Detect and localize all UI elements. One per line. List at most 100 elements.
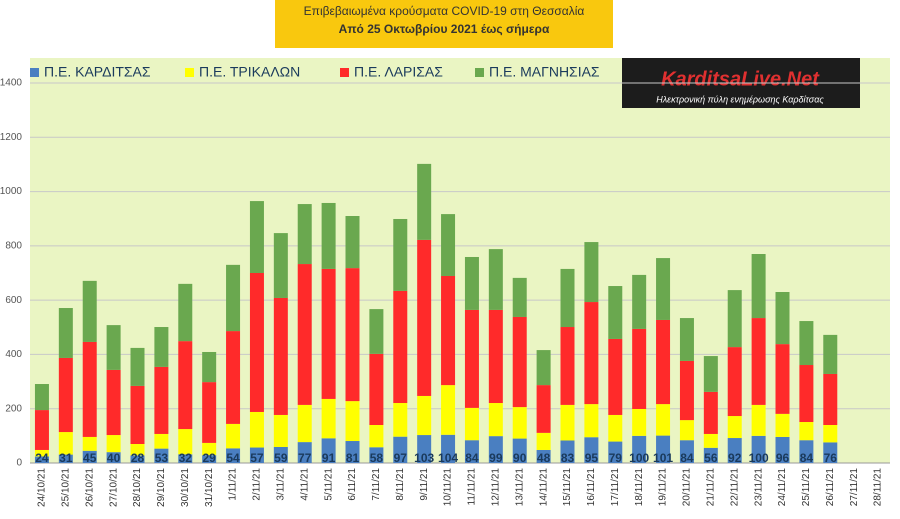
bar-segment [775, 436, 790, 463]
bar-segment [345, 401, 360, 442]
bar-segment [369, 425, 384, 448]
bar-segment [345, 268, 360, 402]
data-label: 84 [800, 451, 814, 465]
bar-segment [202, 351, 217, 383]
bar-segment [608, 414, 623, 442]
bar-segment [679, 420, 694, 441]
x-tick-label: 8/11/21 [395, 468, 406, 501]
data-label: 29 [202, 451, 216, 465]
bar-segment [226, 423, 241, 449]
bar-segment [584, 242, 599, 303]
bar-segment [703, 433, 718, 448]
bar-segment [441, 275, 456, 386]
bar-segment [273, 297, 288, 415]
bar-segment [249, 411, 264, 448]
bar-segment [417, 163, 432, 240]
bar-segment [297, 404, 312, 443]
bar-segment [417, 435, 432, 463]
x-tick-label: 29/10/21 [156, 468, 167, 507]
x-tick-label: 10/11/21 [443, 468, 454, 507]
x-tick-label: 4/11/21 [299, 468, 310, 501]
x-tick-label: 17/11/21 [610, 468, 621, 507]
y-tick-label: 400 [5, 349, 22, 360]
bar-segment [632, 274, 647, 329]
plot-area [30, 58, 890, 463]
logo-title: KarditsaLive.Net [661, 68, 820, 90]
bar-segment [321, 438, 336, 463]
x-tick-label: 28/11/21 [873, 468, 884, 507]
bar-segment [130, 385, 145, 444]
data-label: 77 [298, 451, 312, 465]
bar-segment [441, 385, 456, 435]
bar-segment [512, 316, 527, 408]
bar-segment [82, 280, 97, 342]
legend-label: Π.Ε. ΚΑΡΔΙΤΣΑΣ [44, 64, 151, 80]
bar-segment [536, 432, 551, 450]
bar-segment [106, 452, 121, 463]
y-tick-label: 600 [5, 295, 22, 306]
bar-segment [799, 422, 814, 441]
bar-segment [178, 341, 193, 430]
bar-segment [488, 249, 503, 310]
bar-segment [154, 433, 169, 449]
bar-segment [273, 233, 288, 298]
bar-segment [58, 357, 73, 433]
bar-segment [751, 318, 766, 405]
bar-segment [703, 356, 718, 392]
bar-segment [58, 454, 73, 463]
bar-segment [536, 449, 551, 463]
bar-segment [512, 277, 527, 317]
bar-segment [249, 447, 264, 463]
bar-segment [130, 444, 145, 456]
x-tick-label: 2/11/21 [252, 468, 263, 501]
bar-segment [584, 302, 599, 405]
bar-segment [441, 214, 456, 276]
bar-segment [560, 404, 575, 441]
y-tick-label: 1200 [0, 132, 22, 143]
x-tick-label: 26/11/21 [825, 468, 836, 507]
bar-segment [632, 328, 647, 409]
bar-segment [58, 308, 73, 358]
bar-segment [154, 327, 169, 367]
x-tick-label: 22/11/21 [729, 468, 740, 507]
bar-segment [273, 446, 288, 463]
bar-segment [560, 268, 575, 328]
bar-segment [417, 395, 432, 436]
bar-segment [202, 455, 217, 463]
x-tick-label: 26/10/21 [84, 468, 95, 507]
x-tick-label: 25/10/21 [60, 468, 71, 507]
data-label: 95 [585, 451, 599, 465]
bar-segment [106, 369, 121, 436]
bar-segment [82, 450, 97, 463]
bar-segment [823, 425, 838, 443]
bar-segment [34, 449, 49, 457]
bar-segment [464, 407, 479, 441]
bar-segment [202, 382, 217, 443]
bar-segment [393, 403, 408, 437]
bar-segment [273, 414, 288, 447]
bar-segment [823, 442, 838, 463]
bar-segment [656, 319, 671, 405]
data-label: 104 [438, 451, 458, 465]
bar-segment [321, 268, 336, 399]
bar-segment [751, 404, 766, 436]
bar-segment [464, 440, 479, 463]
chart-subtitle: Από 25 Οκτωβρίου 2021 έως σήμερα [339, 22, 550, 36]
bar-segment [727, 290, 742, 348]
bar-segment [393, 436, 408, 463]
y-tick-label: 200 [5, 403, 22, 414]
bar-segment [679, 440, 694, 463]
data-label: 53 [155, 451, 169, 465]
x-tick-label: 30/10/21 [180, 468, 191, 507]
data-label: 101 [653, 451, 673, 465]
bar-segment [226, 448, 241, 463]
bar-segment [632, 435, 647, 463]
bar-segment [393, 290, 408, 404]
bar-segment [106, 435, 121, 453]
x-tick-label: 1/11/21 [228, 468, 239, 501]
data-label: 81 [346, 451, 360, 465]
x-tick-label: 27/10/21 [108, 468, 119, 507]
data-label: 56 [704, 451, 718, 465]
bar-segment [727, 347, 742, 417]
